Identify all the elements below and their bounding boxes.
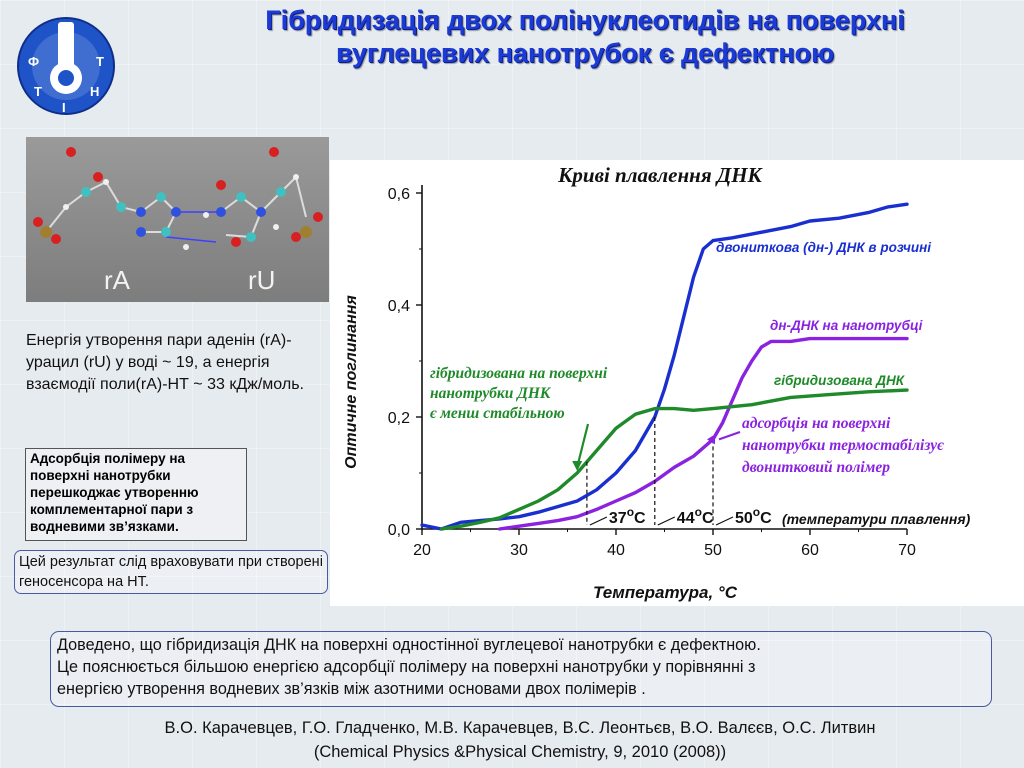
green-annotation-line-2: нанотрубки ДНК xyxy=(430,385,552,402)
logo-letter-4: Н xyxy=(90,84,99,99)
melting-label-44: 44oC xyxy=(677,505,714,527)
molecule-drawing xyxy=(33,147,323,250)
melting-arrow-50 xyxy=(715,516,734,526)
series-label-1: двониткова (дн-) ДНК в розчині xyxy=(716,240,931,255)
logo-letter-5: Т xyxy=(96,54,104,69)
energy-text: Енергія утворення пари аденін (rA)-ураци… xyxy=(26,332,304,393)
y-tick-label: 0,2 xyxy=(388,410,410,427)
conclusion-box: Доведено, що гібридизація ДНК на поверхн… xyxy=(50,631,992,707)
x-tick-label: 40 xyxy=(607,542,625,559)
series-line-3 xyxy=(439,388,909,531)
green-annotation-line-1: гібридизована на поверхні xyxy=(430,365,608,382)
title-line-1: Гібридизація двох полінуклеотидів на пов… xyxy=(265,5,905,35)
institute-logo: Ф Т І Н Т xyxy=(17,17,115,115)
series-label-3: гібридизована ДНК xyxy=(774,373,906,388)
melting-label-50: 50oC xyxy=(735,505,772,527)
green-annotation-arrow xyxy=(576,423,590,468)
purple-arrowhead xyxy=(707,434,715,445)
melting-arrow-44 xyxy=(657,516,676,526)
x-tick-label: 30 xyxy=(510,542,528,559)
melting-curves-chart: Криві плавлення ДНК Оптичне поглинання Т… xyxy=(330,160,1024,606)
x-tick-label: 20 xyxy=(413,542,431,559)
green-annotation-line-3: є менш стабільною xyxy=(430,405,565,422)
label-ra: rA xyxy=(104,265,130,295)
melting-label-37: 37oC xyxy=(609,505,646,527)
logo-letter-2: Т xyxy=(34,84,42,99)
base-pair-molecule-image: rA rU xyxy=(26,137,329,302)
y-tick-label: 0,4 xyxy=(388,298,410,315)
label-ru: rU xyxy=(248,265,276,295)
series-label-2: дн-ДНК на нанотрубці xyxy=(770,318,923,333)
chart-svg: Криві плавлення ДНК Оптичне поглинання Т… xyxy=(343,163,971,602)
adsorption-note-box: Адсорбція полімеру на поверхні нанотрубк… xyxy=(25,448,247,541)
conclusion-line-2: Це пояснюється більшою енергією адсорбці… xyxy=(57,658,756,676)
logo-letter-1: Ф xyxy=(28,54,39,69)
purple-annotation-arrow xyxy=(718,430,741,441)
conclusion-line-3: енергією утворення водневих зв’язків між… xyxy=(57,680,646,698)
logo-letter-3: І xyxy=(62,100,66,115)
purple-annotation-line-3: двонитковий полімер xyxy=(742,459,890,476)
title-line-2: вуглецевих нанотрубок є дефектною xyxy=(335,38,835,68)
x-axis-label: Температура, °C xyxy=(593,583,738,602)
conclusion-line-1: Доведено, що гібридизація ДНК на поверхн… xyxy=(57,636,761,654)
y-tick-label: 0,6 xyxy=(388,186,410,203)
chart-title: Криві плавлення ДНК xyxy=(557,163,763,187)
authors-citation: В.О. Карачевцев, Г.О. Гладченко, М.В. Ка… xyxy=(40,716,1000,764)
melting-note: (температури плавлення) xyxy=(782,511,971,527)
green-arrowhead xyxy=(572,461,583,471)
authors-names: В.О. Карачевцев, Г.О. Гладченко, М.В. Ка… xyxy=(164,719,876,737)
genosensor-note-box: Цей результат слід враховувати при створ… xyxy=(14,550,328,594)
x-tick-label: 60 xyxy=(801,542,819,559)
y-tick-label: 0,0 xyxy=(388,522,410,539)
purple-annotation-line-2: нанотрубки термостабілізує xyxy=(742,437,944,454)
melting-arrow-37 xyxy=(589,516,608,526)
y-axis-label: Оптичне поглинання xyxy=(343,295,360,469)
x-tick-label: 50 xyxy=(704,542,722,559)
publication-ref: (Chemical Physics &Physical Chemistry, 9… xyxy=(313,743,727,761)
x-tick-label: 70 xyxy=(898,542,916,559)
purple-annotation-line-1: адсорбція на поверхні xyxy=(742,415,891,432)
slide-title: Гібридизація двох полінуклеотидів на пов… xyxy=(150,4,1020,70)
series-line-1 xyxy=(420,202,909,531)
